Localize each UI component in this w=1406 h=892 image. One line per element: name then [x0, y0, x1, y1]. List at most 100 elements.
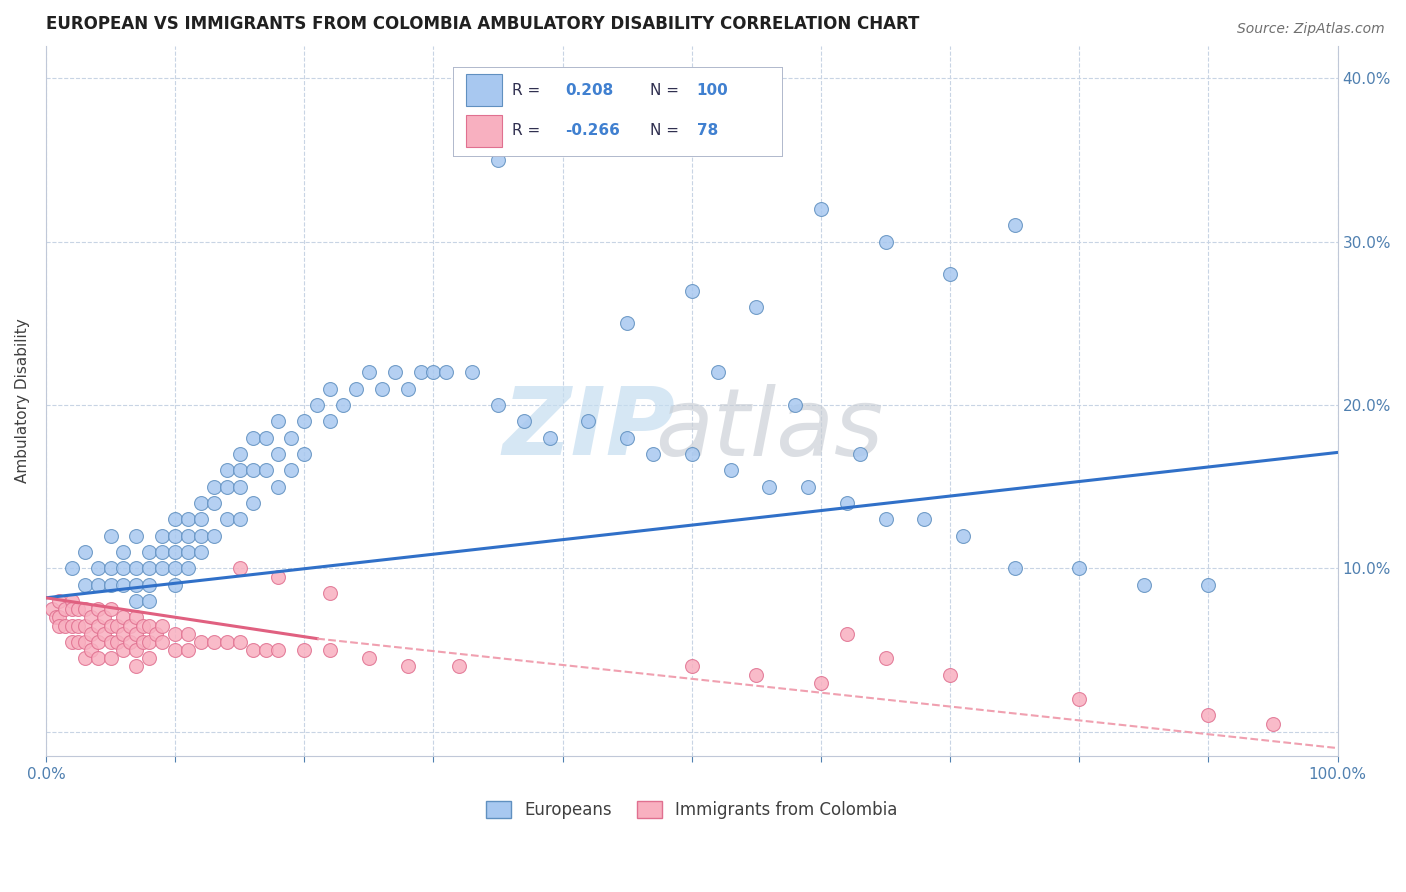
Point	[73, 651, 96, 665]
Point	[112, 545, 135, 559]
Point	[835, 496, 858, 510]
Point	[319, 382, 342, 396]
Point	[486, 398, 509, 412]
Point	[138, 618, 160, 632]
Point	[73, 578, 96, 592]
Point	[280, 463, 302, 477]
Point	[228, 447, 250, 461]
Point	[1004, 561, 1026, 575]
Point	[177, 561, 200, 575]
Point	[93, 610, 115, 624]
Point	[1198, 578, 1220, 592]
Point	[357, 365, 380, 379]
Point	[939, 268, 962, 282]
Text: EUROPEAN VS IMMIGRANTS FROM COLOMBIA AMBULATORY DISABILITY CORRELATION CHART: EUROPEAN VS IMMIGRANTS FROM COLOMBIA AMB…	[46, 15, 920, 33]
Y-axis label: Ambulatory Disability: Ambulatory Disability	[15, 318, 30, 483]
Point	[48, 618, 70, 632]
Point	[53, 618, 76, 632]
Point	[138, 578, 160, 592]
Point	[73, 602, 96, 616]
Point	[319, 414, 342, 428]
Point	[100, 529, 122, 543]
Point	[267, 414, 290, 428]
Point	[150, 529, 173, 543]
Point	[202, 529, 225, 543]
Point	[616, 431, 638, 445]
Point	[118, 618, 141, 632]
Point	[848, 447, 870, 461]
Point	[118, 635, 141, 649]
Point	[105, 635, 128, 649]
Point	[67, 635, 90, 649]
Point	[242, 463, 264, 477]
Point	[86, 561, 108, 575]
Point	[254, 431, 277, 445]
Point	[422, 365, 444, 379]
Point	[810, 202, 832, 216]
Point	[952, 529, 974, 543]
Point	[150, 545, 173, 559]
Point	[215, 512, 238, 526]
Point	[112, 643, 135, 657]
Point	[797, 480, 820, 494]
Point	[486, 153, 509, 167]
Point	[242, 496, 264, 510]
Point	[384, 365, 406, 379]
Point	[138, 594, 160, 608]
Point	[1261, 716, 1284, 731]
Point	[202, 496, 225, 510]
Point	[132, 618, 155, 632]
Point	[165, 529, 187, 543]
Point	[307, 398, 329, 412]
Point	[112, 610, 135, 624]
Point	[254, 463, 277, 477]
Point	[409, 365, 432, 379]
Point	[138, 651, 160, 665]
Point	[267, 643, 290, 657]
Point	[45, 610, 67, 624]
Point	[939, 667, 962, 681]
Point	[681, 447, 703, 461]
Point	[165, 545, 187, 559]
Point	[165, 512, 187, 526]
Point	[875, 651, 897, 665]
Point	[73, 618, 96, 632]
Point	[60, 635, 83, 649]
Point	[215, 463, 238, 477]
Point	[228, 635, 250, 649]
Point	[177, 545, 200, 559]
Point	[48, 594, 70, 608]
Point	[86, 651, 108, 665]
Point	[86, 635, 108, 649]
Point	[138, 545, 160, 559]
Point	[332, 398, 354, 412]
Point	[132, 635, 155, 649]
Point	[396, 659, 419, 673]
Point	[242, 643, 264, 657]
Point	[60, 618, 83, 632]
Point	[125, 643, 148, 657]
Point	[80, 626, 103, 640]
Point	[578, 414, 600, 428]
Point	[100, 602, 122, 616]
Point	[125, 561, 148, 575]
Point	[86, 578, 108, 592]
Point	[785, 398, 807, 412]
Point	[835, 626, 858, 640]
Point	[513, 414, 536, 428]
Point	[758, 480, 780, 494]
Point	[112, 578, 135, 592]
Point	[745, 300, 768, 314]
Point	[681, 659, 703, 673]
Point	[190, 512, 212, 526]
Point	[228, 561, 250, 575]
Point	[105, 618, 128, 632]
Point	[292, 414, 315, 428]
Point	[67, 602, 90, 616]
Point	[551, 103, 574, 118]
Point	[681, 284, 703, 298]
Point	[449, 659, 471, 673]
Point	[60, 561, 83, 575]
Point	[165, 626, 187, 640]
Point	[112, 626, 135, 640]
